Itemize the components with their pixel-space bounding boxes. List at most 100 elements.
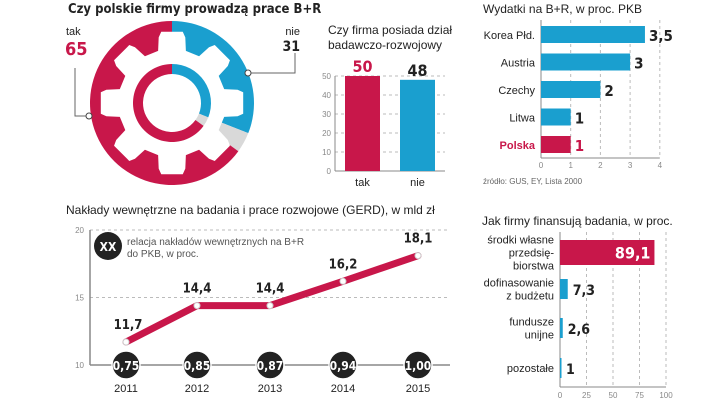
funding-category-label: dofinasowanie bbox=[484, 278, 554, 290]
legend-text-line1: relacja nakładów wewnętrznych na B+R bbox=[127, 237, 304, 248]
spending-bar bbox=[541, 53, 631, 71]
spending-title: Wydatki na B+R, w proc. PKB bbox=[483, 2, 642, 16]
ratio-badge bbox=[255, 350, 285, 380]
gerd-value-label: 14,4 bbox=[256, 282, 285, 297]
funding-xtick: 100 bbox=[659, 391, 673, 400]
gerd-point bbox=[339, 277, 347, 285]
callout-dot-tak bbox=[85, 112, 93, 120]
spending-bar bbox=[541, 108, 571, 126]
spending-bar bbox=[541, 81, 601, 98]
spending-category-label: Austria bbox=[501, 58, 536, 70]
dept-bar bbox=[345, 76, 380, 171]
ratio-badge-label: 0,85 bbox=[184, 359, 211, 373]
value-nie: 31 bbox=[282, 39, 300, 55]
spending-xtick: 1 bbox=[568, 161, 573, 170]
funding-xtick: 0 bbox=[558, 391, 563, 400]
funding-category-label: przedsię- bbox=[509, 248, 555, 260]
legend-text-line2: do PKB, w proc. bbox=[127, 249, 199, 260]
dept-category-label: nie bbox=[410, 177, 425, 189]
spending-category-label: Polska bbox=[500, 140, 536, 152]
funding-xtick: 50 bbox=[609, 391, 618, 400]
ratio-badge-label: 0,87 bbox=[257, 359, 284, 373]
funding-xtick: 75 bbox=[635, 391, 644, 400]
gerd-year-label: 2014 bbox=[331, 383, 355, 395]
callout-dot-nie bbox=[244, 69, 252, 77]
gerd-value-label: 16,2 bbox=[329, 257, 358, 272]
ratio-badge bbox=[111, 350, 141, 380]
dept-ytick: 40 bbox=[322, 91, 331, 100]
spending-value-label: 1 bbox=[575, 110, 584, 128]
funding-value-label: 89,1 bbox=[615, 244, 651, 263]
gerd-point bbox=[193, 302, 201, 310]
gerd-ytick: 20 bbox=[75, 226, 84, 235]
gerd-value-label: 14,4 bbox=[183, 282, 212, 297]
ratio-badge-label: 0,94 bbox=[330, 359, 357, 373]
spending-category-label: Czechy bbox=[498, 85, 535, 97]
funding-bar bbox=[560, 358, 562, 378]
gerd-point bbox=[414, 252, 422, 260]
spending-bar bbox=[541, 136, 571, 153]
gear-inner-ring-2 bbox=[195, 113, 209, 126]
funding-category-label: pozostałe bbox=[507, 363, 554, 375]
funding-bar bbox=[560, 240, 655, 265]
dept-ytick: 10 bbox=[322, 148, 331, 157]
funding-value-label: 7,3 bbox=[573, 283, 595, 299]
spending-category-label: Korea Płd. bbox=[484, 30, 535, 42]
spending-value-label: 1 bbox=[575, 137, 584, 155]
funding-bar bbox=[560, 318, 563, 338]
dept-title-line2: badawczo-rozwojowy bbox=[328, 38, 442, 52]
gerd-ytick: 15 bbox=[75, 294, 84, 303]
label-nie: nie bbox=[285, 26, 300, 38]
dept-value-label: 48 bbox=[407, 61, 427, 80]
funding-bar bbox=[560, 279, 568, 299]
spending-value-label: 3 bbox=[634, 55, 643, 73]
legend-badge-label: XX bbox=[100, 240, 117, 254]
dept-bar bbox=[400, 79, 435, 171]
dept-ytick: 20 bbox=[322, 129, 331, 138]
funding-category-label: unijne bbox=[525, 330, 554, 342]
funding-category-label: fundusze bbox=[509, 317, 554, 329]
spending-value-label: 3,5 bbox=[649, 27, 673, 45]
value-tak: 65 bbox=[65, 39, 88, 60]
spending-xtick: 3 bbox=[628, 161, 633, 170]
gerd-point bbox=[266, 302, 274, 310]
legend-badge bbox=[94, 232, 122, 260]
spending-value-label: 2 bbox=[604, 82, 613, 100]
spending-xtick: 0 bbox=[539, 161, 544, 170]
dept-ytick: 30 bbox=[322, 110, 331, 119]
funding-value-label: 1 bbox=[566, 362, 575, 378]
ratio-badge bbox=[403, 350, 433, 380]
spending-category-label: Litwa bbox=[509, 113, 536, 125]
funding-title: Jak firmy finansują badania, w proc. bbox=[482, 214, 673, 228]
source-note: źródło: GUS, EY, Lista 2000 bbox=[483, 177, 583, 186]
gerd-line bbox=[122, 252, 422, 346]
dept-value-label: 50 bbox=[352, 57, 372, 76]
gear-chart-title: Czy polskie firmy prowadzą prace B+R bbox=[68, 2, 321, 17]
gerd-year-label: 2015 bbox=[406, 383, 430, 395]
funding-value-label: 2,6 bbox=[568, 322, 591, 338]
gerd-title: Nakłady wewnętrzne na badania i prace ro… bbox=[66, 203, 435, 217]
dept-ytick: 50 bbox=[322, 72, 331, 81]
funding-xtick: 25 bbox=[582, 391, 591, 400]
funding-category-label: z budżetu bbox=[506, 291, 554, 303]
gerd-year-label: 2013 bbox=[258, 383, 282, 395]
dept-title-line1: Czy firma posiada dział bbox=[328, 23, 452, 37]
ratio-badge-label: 1,00 bbox=[405, 359, 432, 373]
spending-xtick: 2 bbox=[598, 161, 603, 170]
dept-ytick: 0 bbox=[327, 167, 332, 176]
gerd-year-label: 2011 bbox=[114, 383, 138, 395]
gerd-point bbox=[122, 338, 130, 346]
spending-bar bbox=[541, 26, 645, 43]
gerd-ytick: 10 bbox=[75, 361, 84, 370]
funding-category-label: środki własne bbox=[487, 235, 554, 247]
spending-xtick: 4 bbox=[658, 161, 663, 170]
gerd-value-label: 18,1 bbox=[404, 232, 433, 247]
ratio-badge bbox=[328, 350, 358, 380]
label-tak: tak bbox=[66, 26, 81, 38]
gerd-year-label: 2012 bbox=[185, 383, 209, 395]
dept-category-label: tak bbox=[355, 177, 370, 189]
funding-category-label: biorstwa bbox=[513, 261, 555, 273]
ratio-badge bbox=[182, 350, 212, 380]
callout-line-tak bbox=[74, 68, 89, 117]
